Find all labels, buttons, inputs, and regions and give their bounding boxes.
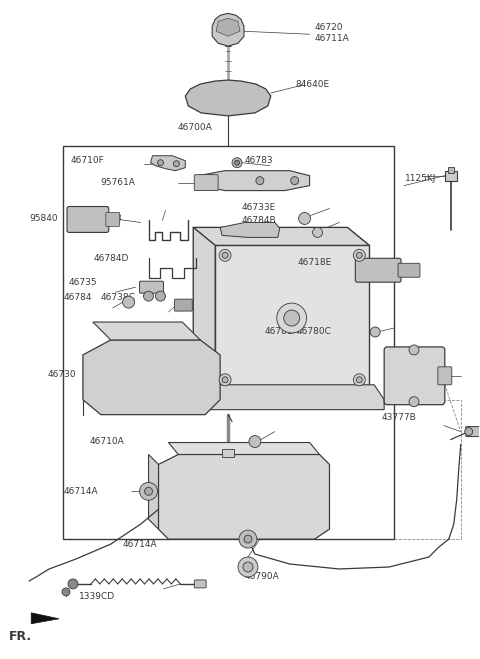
Bar xyxy=(222,449,234,457)
Polygon shape xyxy=(83,340,220,415)
Text: 46733E: 46733E xyxy=(242,203,276,212)
Text: 46720: 46720 xyxy=(314,23,343,32)
Text: 46735: 46735 xyxy=(69,277,97,287)
Text: 1125KJ: 1125KJ xyxy=(405,174,436,183)
Bar xyxy=(448,167,454,173)
FancyBboxPatch shape xyxy=(194,175,218,190)
Text: 46780C: 46780C xyxy=(297,328,332,337)
Polygon shape xyxy=(151,156,185,171)
Polygon shape xyxy=(216,18,240,36)
Text: 46733J: 46733J xyxy=(258,178,289,187)
Circle shape xyxy=(356,377,362,383)
Text: 46710F: 46710F xyxy=(71,156,105,165)
Polygon shape xyxy=(148,455,158,529)
Circle shape xyxy=(238,557,258,577)
Circle shape xyxy=(465,428,473,436)
Bar xyxy=(63,146,394,539)
Text: 46781A: 46781A xyxy=(265,328,300,337)
Circle shape xyxy=(356,252,362,258)
Text: 46738C: 46738C xyxy=(101,293,136,302)
Circle shape xyxy=(144,488,153,496)
Circle shape xyxy=(312,227,323,237)
Circle shape xyxy=(157,159,164,165)
Circle shape xyxy=(239,530,257,548)
Text: 46718E: 46718E xyxy=(298,258,332,267)
Circle shape xyxy=(409,345,419,355)
Circle shape xyxy=(284,310,300,326)
Polygon shape xyxy=(93,322,200,340)
Text: 46784: 46784 xyxy=(64,293,93,302)
Text: 46714A: 46714A xyxy=(123,540,157,548)
Circle shape xyxy=(249,436,261,447)
Polygon shape xyxy=(158,455,329,539)
Polygon shape xyxy=(168,443,320,455)
Circle shape xyxy=(370,327,380,337)
Text: FR.: FR. xyxy=(9,630,33,643)
Text: 46711A: 46711A xyxy=(314,34,349,43)
Circle shape xyxy=(206,177,214,185)
Circle shape xyxy=(244,535,252,543)
Text: 1339CD: 1339CD xyxy=(79,592,115,602)
Circle shape xyxy=(156,291,166,301)
Text: 46710A: 46710A xyxy=(90,437,125,446)
Polygon shape xyxy=(193,227,369,245)
Text: 43777B: 43777B xyxy=(381,413,416,422)
Polygon shape xyxy=(212,13,244,46)
Polygon shape xyxy=(185,80,271,116)
Circle shape xyxy=(232,158,242,167)
Text: 46718: 46718 xyxy=(94,214,122,223)
Polygon shape xyxy=(198,171,310,190)
Text: 46784B: 46784B xyxy=(242,216,276,225)
Text: 46790A: 46790A xyxy=(245,573,280,581)
Circle shape xyxy=(140,482,157,500)
Text: 46783: 46783 xyxy=(245,156,274,165)
FancyBboxPatch shape xyxy=(355,258,401,282)
Polygon shape xyxy=(193,227,215,389)
Circle shape xyxy=(68,579,78,589)
Circle shape xyxy=(291,177,299,185)
Circle shape xyxy=(409,397,419,407)
FancyBboxPatch shape xyxy=(140,281,164,293)
Circle shape xyxy=(277,303,307,333)
Polygon shape xyxy=(31,613,59,624)
Text: 46714A: 46714A xyxy=(64,487,99,496)
Circle shape xyxy=(243,562,253,572)
Circle shape xyxy=(219,249,231,261)
Text: 46784D: 46784D xyxy=(94,254,129,263)
Bar xyxy=(445,171,457,181)
Text: 95761A: 95761A xyxy=(101,178,136,187)
FancyBboxPatch shape xyxy=(438,367,452,385)
FancyBboxPatch shape xyxy=(384,347,445,405)
FancyBboxPatch shape xyxy=(106,212,120,227)
Text: 95840: 95840 xyxy=(29,214,58,223)
Circle shape xyxy=(144,291,154,301)
FancyBboxPatch shape xyxy=(174,299,192,311)
Polygon shape xyxy=(190,385,384,410)
Circle shape xyxy=(353,374,365,386)
FancyBboxPatch shape xyxy=(466,426,480,436)
Bar xyxy=(215,245,369,389)
Circle shape xyxy=(123,296,134,308)
Text: 84640E: 84640E xyxy=(296,80,330,88)
Text: 46730: 46730 xyxy=(47,370,76,380)
FancyBboxPatch shape xyxy=(67,206,109,233)
Circle shape xyxy=(235,160,240,165)
Circle shape xyxy=(173,161,180,167)
FancyBboxPatch shape xyxy=(398,264,420,277)
Circle shape xyxy=(62,588,70,596)
Circle shape xyxy=(222,377,228,383)
Circle shape xyxy=(353,249,365,261)
Circle shape xyxy=(299,212,311,225)
Polygon shape xyxy=(220,223,280,237)
Circle shape xyxy=(256,177,264,185)
Circle shape xyxy=(219,374,231,386)
Text: 46700A: 46700A xyxy=(178,123,213,132)
Circle shape xyxy=(222,252,228,258)
FancyBboxPatch shape xyxy=(194,580,206,588)
